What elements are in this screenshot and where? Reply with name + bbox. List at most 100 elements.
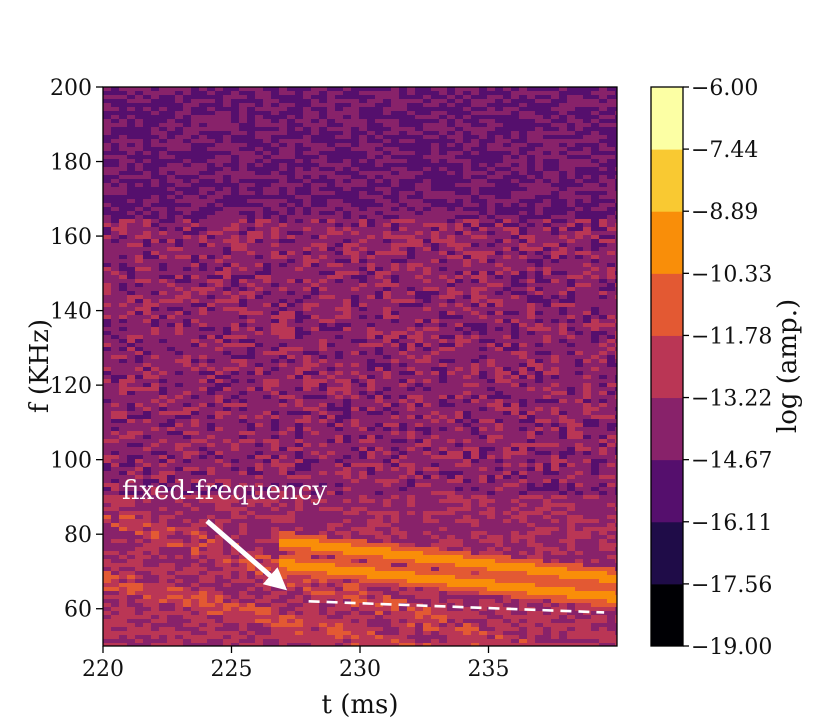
heatmap-cell xyxy=(543,267,552,272)
heatmap-cell xyxy=(439,139,448,144)
heatmap-cell xyxy=(599,347,608,352)
heatmap-cell xyxy=(191,179,200,184)
heatmap-cell xyxy=(159,191,168,196)
heatmap-cell xyxy=(279,243,288,248)
heatmap-cell xyxy=(327,247,336,252)
heatmap-cell xyxy=(527,143,536,148)
heatmap-cell xyxy=(607,99,616,104)
heatmap-cell xyxy=(367,211,376,216)
heatmap-cell xyxy=(359,291,368,296)
heatmap-cell xyxy=(255,139,264,144)
heatmap-cell xyxy=(391,247,400,252)
heatmap-cell xyxy=(583,383,592,388)
heatmap-cell xyxy=(599,379,608,384)
heatmap-cell xyxy=(359,355,368,360)
heatmap-cell xyxy=(207,207,216,212)
heatmap-cell xyxy=(215,159,224,164)
heatmap-cell xyxy=(415,203,424,208)
heatmap-cell xyxy=(471,303,480,308)
heatmap-cell xyxy=(439,191,448,196)
heatmap-cell xyxy=(279,251,288,256)
heatmap-cell xyxy=(383,251,392,256)
heatmap-cell xyxy=(583,271,592,276)
heatmap-cell xyxy=(135,375,144,380)
heatmap-cell xyxy=(383,303,392,308)
heatmap-cell xyxy=(287,203,296,208)
heatmap-cell xyxy=(599,155,608,160)
heatmap-cell xyxy=(239,159,248,164)
heatmap-cell xyxy=(543,219,552,224)
heatmap-cell xyxy=(519,263,528,268)
heatmap-cell xyxy=(487,87,496,92)
heatmap-cell xyxy=(391,295,400,300)
heatmap-cell xyxy=(247,131,256,136)
heatmap-cell xyxy=(551,115,560,120)
heatmap-cell xyxy=(111,359,120,364)
heatmap-cell xyxy=(447,379,456,384)
heatmap-cell xyxy=(607,139,616,144)
heatmap-cell xyxy=(263,215,272,220)
heatmap-cell xyxy=(167,87,176,92)
heatmap-cell xyxy=(247,355,256,360)
heatmap-cell xyxy=(303,327,312,332)
heatmap-cell xyxy=(143,211,152,216)
heatmap-cell xyxy=(191,215,200,220)
heatmap-cell xyxy=(607,183,616,188)
heatmap-cell xyxy=(423,215,432,220)
heatmap-cell xyxy=(231,283,240,288)
heatmap-cell xyxy=(167,167,176,172)
heatmap-cell xyxy=(215,343,224,348)
heatmap-cell xyxy=(391,191,400,196)
heatmap-cell xyxy=(551,119,560,124)
heatmap-cell xyxy=(215,291,224,296)
heatmap-cell xyxy=(159,347,168,352)
heatmap-cell xyxy=(255,323,264,328)
heatmap-cell xyxy=(359,223,368,228)
heatmap-cell xyxy=(511,359,520,364)
heatmap-cell xyxy=(311,143,320,148)
heatmap-cell xyxy=(231,243,240,248)
heatmap-cell xyxy=(415,247,424,252)
heatmap-cell xyxy=(159,335,168,340)
heatmap-cell xyxy=(351,91,360,96)
heatmap-cell xyxy=(487,323,496,328)
heatmap-cell xyxy=(231,191,240,196)
heatmap-cell xyxy=(575,183,584,188)
heatmap-cell xyxy=(431,163,440,168)
heatmap-cell xyxy=(495,171,504,176)
heatmap-cell xyxy=(599,331,608,336)
heatmap-cell xyxy=(367,107,376,112)
heatmap-cell xyxy=(303,367,312,372)
heatmap-cell xyxy=(575,355,584,360)
heatmap-cell xyxy=(367,283,376,288)
heatmap-cell xyxy=(527,103,536,108)
heatmap-cell xyxy=(191,243,200,248)
heatmap-cell xyxy=(319,195,328,200)
heatmap-cell xyxy=(463,99,472,104)
heatmap-cell xyxy=(583,163,592,168)
heatmap-cell xyxy=(383,111,392,116)
heatmap-cell xyxy=(127,191,136,196)
heatmap-cell xyxy=(223,247,232,252)
heatmap-cell xyxy=(591,259,600,264)
heatmap-cell xyxy=(423,123,432,128)
heatmap-cell xyxy=(503,159,512,164)
heatmap-cell xyxy=(335,139,344,144)
heatmap-cell xyxy=(391,391,400,396)
heatmap-cell xyxy=(607,295,616,300)
heatmap-cell xyxy=(391,275,400,280)
heatmap-cell xyxy=(207,191,216,196)
heatmap-cell xyxy=(423,239,432,244)
heatmap-cell xyxy=(127,307,136,312)
heatmap-cell xyxy=(415,379,424,384)
heatmap-cell xyxy=(591,139,600,144)
heatmap-cell xyxy=(599,343,608,348)
heatmap-cell xyxy=(423,247,432,252)
heatmap-cell xyxy=(423,171,432,176)
heatmap-cell xyxy=(487,331,496,336)
heatmap-cell xyxy=(455,243,464,248)
heatmap-cell xyxy=(159,203,168,208)
heatmap-cell xyxy=(591,359,600,364)
heatmap-cell xyxy=(199,263,208,268)
heatmap-cell xyxy=(335,227,344,232)
